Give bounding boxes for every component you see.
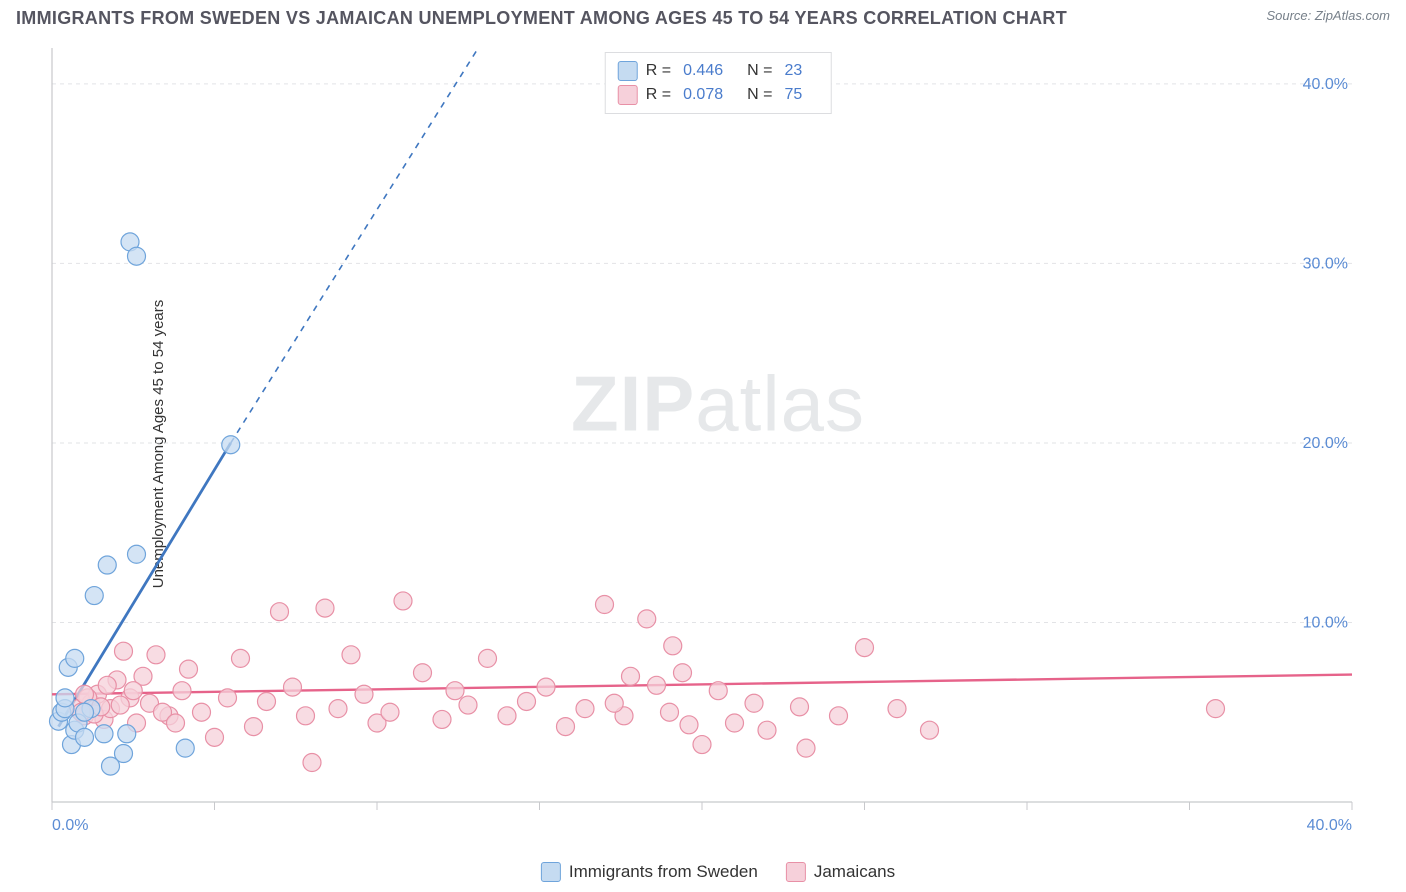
svg-text:30.0%: 30.0% [1303,255,1348,272]
svg-text:40.0%: 40.0% [1303,76,1348,93]
legend-row-jamaica: R =0.078 N =75 [618,83,819,107]
swatch-jamaica [786,862,806,882]
legend-label-sweden: Immigrants from Sweden [569,862,758,882]
svg-text:10.0%: 10.0% [1303,614,1348,631]
svg-text:40.0%: 40.0% [1307,817,1352,834]
plot-area: 10.0% 20.0% 30.0% 40.0% 0.0% 40.0% [48,44,1358,834]
legend-label-jamaica: Jamaicans [814,862,895,882]
n-value-sweden: 23 [784,59,802,83]
legend-series: Immigrants from Sweden Jamaicans [541,862,895,882]
source-label: Source: ZipAtlas.com [1266,8,1390,23]
n-value-jamaica: 75 [784,83,802,107]
swatch-sweden [618,61,638,81]
swatch-jamaica [618,85,638,105]
scatter-chart: Unemployment Among Ages 45 to 54 years Z… [48,44,1388,844]
page-title: IMMIGRANTS FROM SWEDEN VS JAMAICAN UNEMP… [16,8,1067,29]
svg-text:0.0%: 0.0% [52,817,88,834]
legend-item-jamaica: Jamaicans [786,862,895,882]
r-value-jamaica: 0.078 [683,83,723,107]
legend-correlation: R =0.446 N =23 R =0.078 N =75 [605,52,832,114]
swatch-sweden [541,862,561,882]
svg-text:20.0%: 20.0% [1303,435,1348,452]
legend-row-sweden: R =0.446 N =23 [618,59,819,83]
legend-item-sweden: Immigrants from Sweden [541,862,758,882]
r-value-sweden: 0.446 [683,59,723,83]
